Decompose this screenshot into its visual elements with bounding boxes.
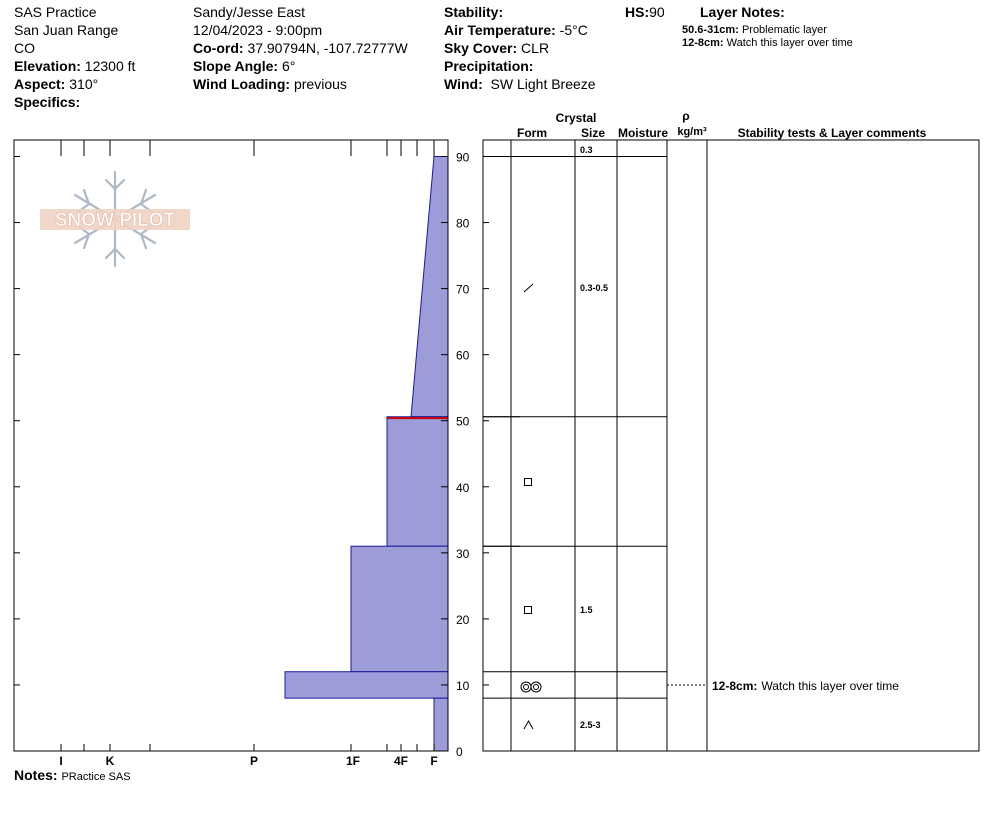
size-layer-1: 0.3-0.5 bbox=[580, 283, 608, 293]
stability-header: Stability tests & Layer comments bbox=[738, 126, 927, 140]
logo-band bbox=[40, 209, 190, 230]
profile-frame bbox=[13, 139, 449, 752]
site-name: SAS Practice bbox=[14, 4, 97, 20]
observers: Sandy/Jesse East bbox=[193, 4, 306, 20]
hardness-layer-2 bbox=[386, 416, 449, 547]
layer-table bbox=[482, 139, 980, 752]
elevation-value: 12300 ft bbox=[84, 58, 136, 74]
size-surface: 0.3 bbox=[580, 145, 593, 155]
layer-note-2-text: Watch this layer over time bbox=[726, 37, 853, 49]
layer-rows: 0.3 0.3-0.5 1.5 2.5-3 bbox=[483, 145, 667, 730]
layer-note-1-range: 50.6-31cm: bbox=[682, 24, 739, 36]
hardness-label: 1F bbox=[346, 754, 360, 768]
aspect-label: Aspect: bbox=[14, 76, 66, 92]
precip-particles-icon bbox=[523, 283, 534, 293]
hs-value: 90 bbox=[649, 4, 665, 20]
moisture-header: Moisture bbox=[618, 126, 668, 140]
logo-text: SNOW PILOT bbox=[55, 210, 176, 231]
depth-tick-label: 80 bbox=[456, 217, 470, 231]
sky-label: Sky Cover: bbox=[444, 40, 518, 56]
rho-header: ρ bbox=[682, 109, 689, 123]
depth-hoar-icon bbox=[523, 719, 534, 730]
depth-tick-label: 0 bbox=[456, 745, 463, 759]
elevation-label: Elevation: bbox=[14, 58, 81, 74]
coord-row: Co-ord: 37.90794N, -107.72777W bbox=[193, 39, 408, 57]
specifics-row: Specifics: bbox=[14, 93, 80, 111]
depth-tick-label: 70 bbox=[456, 283, 470, 297]
notes-row: Notes: PRactice SAS bbox=[14, 766, 131, 784]
hardness-axis: I K P 1F 4F F bbox=[59, 140, 438, 768]
layer-comment: 12-8cm: Watch this layer over time bbox=[712, 679, 899, 693]
size-header: Size bbox=[581, 126, 605, 140]
layer-comments: 12-8cm: Watch this layer over time bbox=[667, 679, 899, 693]
layer-note-2: 12-8cm: Watch this layer over time bbox=[682, 37, 853, 50]
hardness-profile bbox=[284, 156, 449, 752]
air-temp-label: Air Temperature: bbox=[444, 22, 556, 38]
depth-tick-label: 30 bbox=[456, 547, 470, 561]
size-layer-3: 1.5 bbox=[580, 605, 593, 615]
layer-note-2-range: 12-8cm: bbox=[682, 37, 724, 49]
hs-label: HS: bbox=[625, 4, 650, 20]
wind-label: Wind: bbox=[444, 76, 483, 92]
wind-loading-label: Wind Loading: bbox=[193, 76, 291, 92]
coord-value: 37.90794N, -107.72777W bbox=[247, 40, 408, 56]
precip-row: Precipitation: bbox=[444, 57, 533, 75]
depth-tick-label: 40 bbox=[456, 481, 470, 495]
density-unit-header: kg/m³ bbox=[677, 126, 707, 138]
depth-tick-label: 60 bbox=[456, 349, 470, 363]
wind-loading-row: Wind Loading: previous bbox=[193, 75, 347, 93]
layer-notes-title: Layer Notes: bbox=[700, 4, 785, 20]
hardness-layer-4 bbox=[284, 671, 449, 699]
size-layer-5: 2.5-3 bbox=[580, 720, 601, 730]
depth-tick-label: 50 bbox=[456, 415, 470, 429]
faceted-icon bbox=[524, 478, 532, 486]
precip-label: Precipitation: bbox=[444, 58, 534, 74]
depth-tick-label: 10 bbox=[456, 679, 470, 693]
hardness-label: F bbox=[430, 754, 437, 768]
faceted-icon bbox=[524, 606, 532, 614]
hardness-layer-1 bbox=[410, 156, 449, 418]
sky-row: Sky Cover: CLR bbox=[444, 39, 549, 57]
depth-tick-label: 90 bbox=[456, 151, 470, 165]
notes-text: PRactice SAS bbox=[61, 771, 131, 783]
layer-note-1-text: Problematic layer bbox=[741, 24, 827, 36]
slope-label: Slope Angle: bbox=[193, 58, 279, 74]
wind-value: SW Light Breeze bbox=[490, 76, 596, 92]
form-header: Form bbox=[517, 126, 547, 140]
hs-row: HS:90 bbox=[625, 3, 665, 21]
coord-label: Co-ord: bbox=[193, 40, 244, 56]
layer-note-1: 50.6-31cm: Problematic layer bbox=[682, 24, 827, 37]
snowpilot-logo: SNOW PILOT bbox=[40, 170, 190, 268]
aspect-row: Aspect: 310° bbox=[14, 75, 98, 93]
range-name: San Juan Range bbox=[14, 22, 119, 38]
air-temp-value: -5°C bbox=[559, 22, 588, 38]
elevation-row: Elevation: 12300 ft bbox=[14, 57, 135, 75]
notes-label: Notes: bbox=[14, 767, 58, 783]
date-time: 12/04/2023 - 9:00pm bbox=[193, 22, 323, 38]
sky-value: CLR bbox=[521, 40, 550, 56]
hardness-label: I bbox=[59, 754, 62, 768]
state-name: CO bbox=[14, 40, 35, 56]
stability-row: Stability: bbox=[444, 3, 503, 21]
aspect-value: 310° bbox=[69, 76, 99, 92]
crystal-header: Crystal bbox=[556, 111, 597, 125]
hardness-label: K bbox=[106, 754, 115, 768]
depth-tick-label: 20 bbox=[456, 613, 470, 627]
wind-loading-value: previous bbox=[293, 76, 347, 92]
air-temp-row: Air Temperature: -5°C bbox=[444, 21, 588, 39]
rounded-polycrystals-icon bbox=[520, 681, 542, 693]
specifics-label: Specifics: bbox=[14, 94, 81, 110]
wind-row: Wind: SW Light Breeze bbox=[444, 75, 596, 93]
stability-label: Stability: bbox=[444, 4, 504, 20]
hardness-label: P bbox=[250, 754, 258, 768]
hardness-label: 4F bbox=[394, 754, 408, 768]
depth-axis: 0 10 20 30 40 50 60 70 80 90 bbox=[14, 151, 489, 759]
hardness-layer-3 bbox=[350, 545, 449, 673]
hardness-layer-5 bbox=[433, 697, 449, 752]
slope-row: Slope Angle: 6° bbox=[193, 57, 295, 75]
slope-value: 6° bbox=[281, 58, 296, 74]
